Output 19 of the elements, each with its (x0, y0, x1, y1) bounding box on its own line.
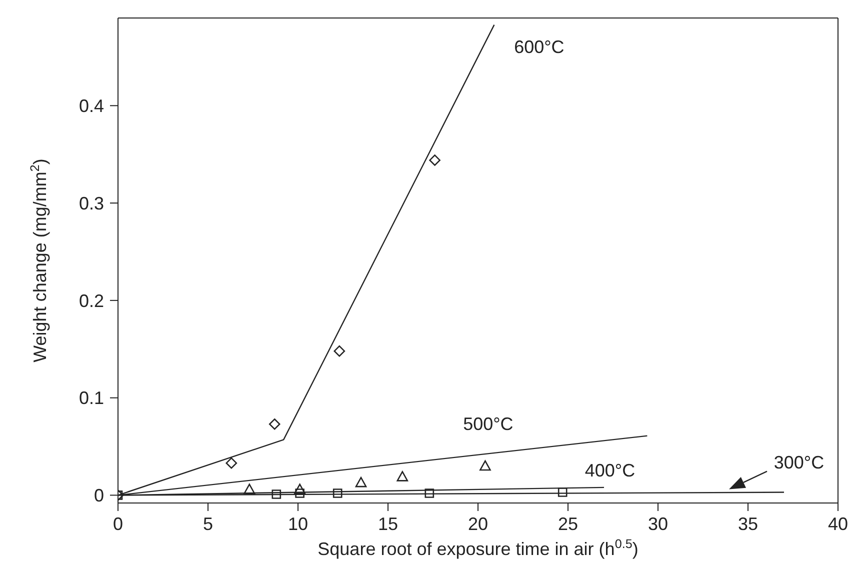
y-tick-label: 0.2 (78, 290, 104, 311)
series-label: 600°C (514, 36, 564, 57)
x-tick-label: 25 (558, 514, 578, 534)
x-tick-label: 35 (738, 514, 758, 534)
x-tick-label: 20 (468, 514, 488, 534)
y-tick-label: 0.1 (78, 388, 104, 408)
x-tick-label: 40 (828, 514, 848, 534)
y-tick-label: 0 (94, 486, 104, 506)
x-axis-title: Square root of exposure time in air (h$^{0.5}$) (318, 537, 638, 559)
x-tick-label: 0 (112, 514, 124, 534)
series-label: 500°C (463, 414, 514, 434)
series-label: 400°C (584, 460, 636, 480)
y-tick-label: 0.4 (78, 96, 104, 116)
x-tick-label: 10 (288, 514, 308, 534)
series-label: 300°C (774, 452, 824, 472)
x-tick-label: 30 (648, 514, 668, 534)
x-tick-label: 5 (202, 514, 214, 534)
y-tick-label: 0.3 (78, 193, 104, 214)
x-tick-label: 15 (378, 514, 398, 534)
